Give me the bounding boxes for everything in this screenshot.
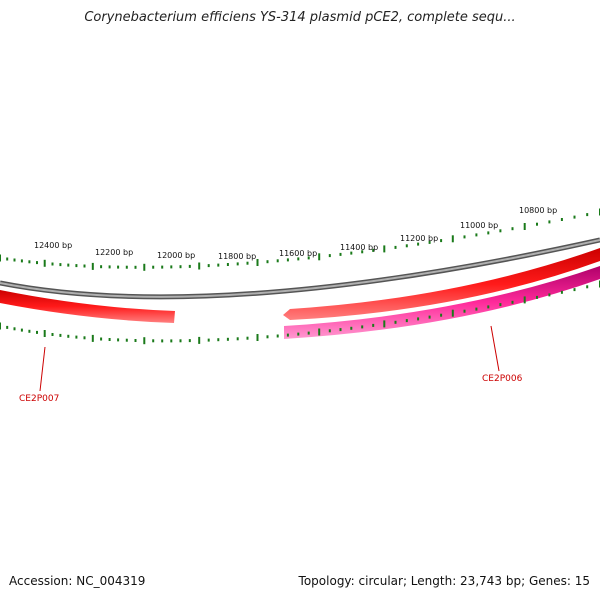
scale-label: 11400 bp (340, 243, 378, 252)
scale-label: 11200 bp (400, 234, 438, 243)
gene-ce2p007[interactable] (0, 290, 175, 323)
scale-label: 12000 bp (157, 251, 195, 260)
outer-scale-ticks (0, 208, 600, 271)
backbone-arc-highlight (0, 239, 600, 298)
gene-label-ce2p007: CE2P007 (19, 394, 59, 404)
scale-label: 10800 bp (519, 206, 557, 215)
scale-label: 11000 bp (460, 221, 498, 230)
summary-text: Topology: circular; Length: 23,743 bp; G… (298, 574, 590, 588)
label-leader-ce2p006 (490, 325, 500, 372)
map-title: Corynebacterium efficiens YS-314 plasmid… (84, 10, 516, 25)
gene-arrow-red[interactable] (283, 248, 600, 320)
inner-scale-ticks (0, 280, 600, 345)
gene-label-ce2p006: CE2P006 (482, 374, 523, 384)
accession-text: Accession: NC_004319 (9, 574, 146, 588)
scale-label: 12200 bp (95, 248, 133, 257)
label-leader-ce2p007 (39, 346, 46, 392)
scale-label: 12400 bp (34, 241, 72, 250)
outer-scale-labels: 12400 bp 12200 bp 12000 bp 11800 bp 1160… (34, 206, 557, 261)
scale-label: 11800 bp (218, 252, 256, 261)
scale-label: 11600 bp (279, 249, 317, 258)
gene-ce2p006[interactable] (284, 266, 600, 339)
